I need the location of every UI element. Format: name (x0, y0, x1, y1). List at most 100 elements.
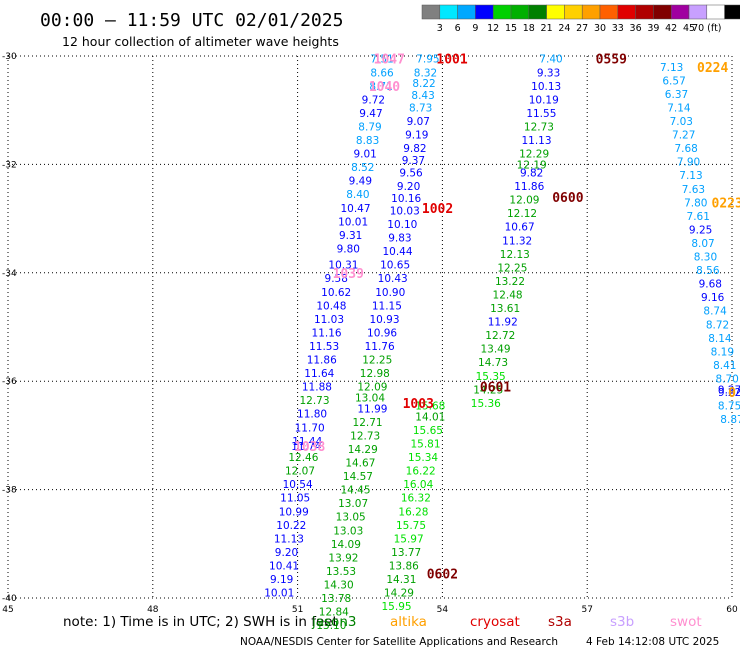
wave-height-value: 7.40 (539, 54, 562, 66)
wave-height-value: 10.44 (382, 246, 412, 258)
wave-height-value: 8.83 (356, 135, 379, 147)
wave-height-value: 9.47 (359, 108, 382, 120)
wave-height-value: 9.82 (520, 168, 543, 180)
wave-height-value: 11.99 (357, 403, 387, 415)
satellite-name: cryosat (470, 614, 520, 630)
legend-label: 39 (647, 23, 659, 34)
wave-height-value: 15.34 (408, 452, 438, 464)
wave-height-value: 8.71 (369, 81, 392, 93)
wave-height-value: 9.22 (718, 387, 740, 399)
wave-height-value: 10.54 (283, 479, 313, 491)
wave-height-value: 10.90 (375, 287, 405, 299)
track-time-label: 1001 (436, 53, 467, 68)
wave-height-value: 15.65 (413, 425, 443, 437)
wave-height-value: 10.93 (369, 314, 399, 326)
wave-height-value: 10.99 (279, 506, 309, 518)
wave-height-value: 11.86 (307, 355, 337, 367)
wave-height-value: 9.72 (362, 94, 385, 106)
y-tick-label: -34 (2, 269, 17, 279)
track-time-label: 1047 (374, 53, 405, 68)
wave-height-value: 12.25 (497, 262, 527, 274)
satellite-name: swot (670, 614, 702, 630)
wave-height-value: 11.53 (309, 341, 339, 353)
wave-height-value: 12.09 (357, 382, 387, 394)
wave-height-value: 14.31 (386, 574, 416, 586)
wave-height-value: 8.79 (358, 121, 381, 133)
track-time-label: 0602 (427, 568, 458, 583)
x-tick-label: 54 (437, 605, 449, 615)
wave-height-value: 10.22 (276, 520, 306, 532)
legend-label: 36 (630, 23, 642, 34)
legend-swatch (421, 4, 441, 20)
wave-height-value: 11.80 (297, 409, 327, 421)
wave-height-value: 8.70 (715, 373, 738, 385)
wave-height-value: 14.01 (415, 411, 445, 423)
wave-height-value: 12.46 (288, 452, 318, 464)
wave-height-value: 9.37 (402, 155, 425, 167)
wave-height-value: 8.75 (718, 401, 740, 413)
legend-label: 45 (683, 23, 695, 34)
wave-height-value: 8.73 (409, 102, 432, 114)
wave-height-value: 8.32 (414, 67, 437, 79)
wave-height-value: 16.32 (401, 493, 431, 505)
wave-height-value: 13.92 (328, 552, 358, 564)
wave-height-value: 7.13 (679, 170, 702, 182)
legend-swatch (439, 4, 458, 20)
track-time-label: 1039 (333, 267, 364, 282)
wave-height-value: 11.05 (280, 493, 310, 505)
wave-height-value: 15.36 (471, 398, 501, 410)
satellite-name: jason3 (311, 614, 356, 630)
wave-height-value: 10.01 (264, 588, 294, 600)
wave-height-value: 12.98 (360, 368, 390, 380)
wave-height-value: 10.47 (340, 203, 370, 215)
wave-height-value: 13.10 (316, 620, 346, 632)
wave-height-value: 16.28 (398, 506, 428, 518)
wave-height-value: 7.14 (667, 102, 691, 114)
wave-height-value: 12.13 (500, 249, 530, 261)
wave-height-value: 10.16 (391, 193, 421, 205)
wave-height-value: 7.13 (660, 62, 683, 74)
legend-swatch (510, 4, 530, 20)
wave-height-value: 16.04 (403, 479, 433, 491)
wave-height-value: 12.71 (353, 417, 383, 429)
wave-height-value: 11.86 (514, 181, 544, 193)
y-tick-label: -30 (2, 52, 17, 62)
wave-height-value: 14.30 (324, 579, 354, 591)
wave-height-value: 7.51 (370, 54, 393, 66)
legend-swatch (617, 4, 636, 20)
wave-height-value: 7.90 (677, 157, 700, 169)
wave-height-value: 12.25 (362, 355, 392, 367)
wave-height-value: 11.32 (502, 235, 532, 247)
wave-height-value: 9.20 (275, 547, 298, 559)
legend-swatch (581, 4, 601, 20)
wave-height-value: 10.62 (321, 287, 351, 299)
wave-height-value: 7.95 (416, 54, 439, 66)
wave-height-value: 9.49 (349, 176, 372, 188)
wave-height-value: 6.37 (665, 89, 688, 101)
wave-height-value: 8.19 (711, 346, 734, 358)
wave-height-value: 14.73 (478, 357, 508, 369)
wave-height-value: 16.22 (406, 466, 436, 478)
legend-swatch (635, 4, 654, 20)
wave-height-value: 10.67 (505, 222, 535, 234)
satellite-legend: jason3 altika cryosat s3a s3b swot (311, 614, 702, 630)
track-time-label: 1002 (422, 202, 453, 217)
legend-swatch (492, 4, 512, 20)
wave-height-value: 6.57 (662, 75, 685, 87)
track-time-label: 0223 (712, 196, 740, 211)
wave-height-value: 14.29 (348, 444, 378, 456)
wave-height-value: 7.80 (684, 197, 707, 209)
wave-height-value: 11.55 (526, 108, 556, 120)
wave-height-value: 11.15 (372, 300, 402, 312)
legend-label: 27 (576, 23, 588, 34)
legend-label: 3 (437, 23, 443, 34)
legend-swatch (706, 4, 725, 20)
wave-height-value: 15.75 (396, 520, 426, 532)
wave-height-value: 10.19 (529, 94, 559, 106)
legend-label: 12 (487, 23, 499, 34)
wave-height-value: 7.61 (687, 211, 710, 223)
wave-height-value: 12.72 (485, 330, 515, 342)
wave-height-value: 8.56 (696, 265, 720, 277)
wave-height-value: 12.73 (524, 121, 554, 133)
